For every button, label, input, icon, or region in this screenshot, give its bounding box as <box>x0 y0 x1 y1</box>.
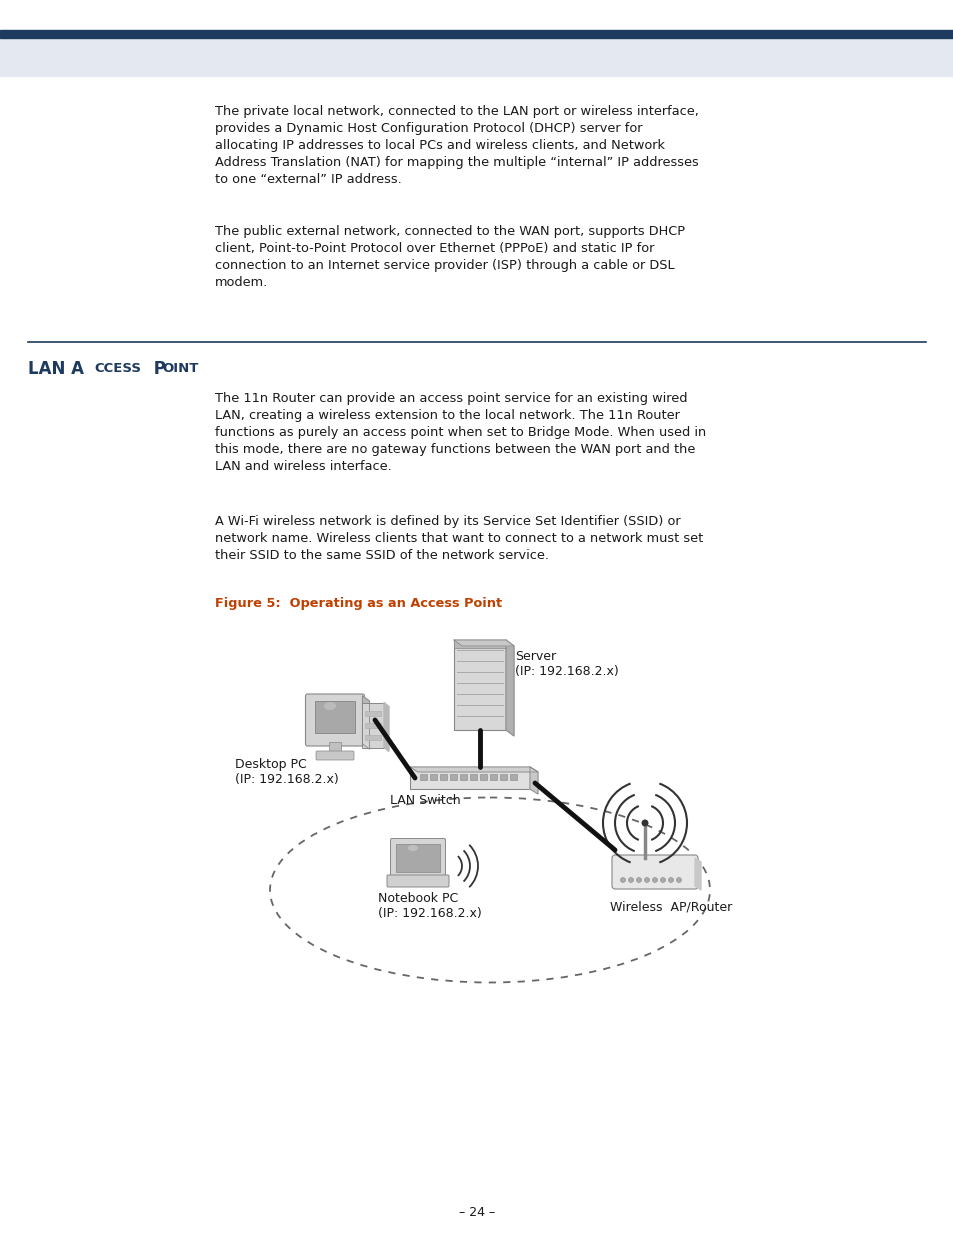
Bar <box>365 735 380 740</box>
Bar <box>450 774 456 781</box>
Bar <box>439 774 447 781</box>
Bar <box>329 742 340 752</box>
Bar <box>410 767 530 789</box>
Polygon shape <box>410 767 537 772</box>
Text: C: C <box>921 44 929 58</box>
Bar <box>430 774 436 781</box>
Bar <box>459 774 467 781</box>
Text: Desktop PC
(IP: 192.168.2.x): Desktop PC (IP: 192.168.2.x) <box>234 758 338 785</box>
Polygon shape <box>695 858 700 890</box>
Ellipse shape <box>408 845 417 851</box>
Text: The private local network, connected to the LAN port or wireless interface,
prov: The private local network, connected to … <box>214 105 699 186</box>
Text: The 11n Router can provide an access point service for an existing wired
LAN, cr: The 11n Router can provide an access poi… <box>214 391 705 473</box>
Polygon shape <box>384 703 389 752</box>
Polygon shape <box>454 640 514 646</box>
Bar <box>499 774 506 781</box>
Bar <box>479 774 486 781</box>
Circle shape <box>636 878 640 883</box>
Text: Notebook PC
(IP: 192.168.2.x): Notebook PC (IP: 192.168.2.x) <box>377 892 481 920</box>
Text: A Wi-Fi wireless network is defined by its Service Set Identifier (SSID) or
netw: A Wi-Fi wireless network is defined by i… <box>214 515 702 562</box>
Bar <box>0 38 953 77</box>
Polygon shape <box>362 697 369 748</box>
FancyBboxPatch shape <box>612 855 698 889</box>
Bar <box>395 844 439 872</box>
FancyBboxPatch shape <box>305 694 364 746</box>
Text: Figure 5:  Operating as an Access Point: Figure 5: Operating as an Access Point <box>214 597 501 610</box>
FancyBboxPatch shape <box>315 751 354 760</box>
Bar <box>490 774 497 781</box>
Bar <box>361 703 384 747</box>
Bar <box>454 640 505 648</box>
Text: – 24 –: – 24 – <box>458 1205 495 1219</box>
Polygon shape <box>530 767 537 794</box>
Ellipse shape <box>324 701 335 710</box>
Text: OINT: OINT <box>162 362 198 375</box>
Bar <box>419 774 427 781</box>
Text: LAN A: LAN A <box>28 359 84 378</box>
Text: CCESS: CCESS <box>94 362 141 375</box>
Circle shape <box>659 878 665 883</box>
Circle shape <box>619 878 625 883</box>
Bar <box>365 710 380 715</box>
Bar <box>0 30 953 38</box>
Text: LAN Access Point: LAN Access Point <box>835 58 935 70</box>
Circle shape <box>628 878 633 883</box>
Text: HAPTER 2  |  Network Planning: HAPTER 2 | Network Planning <box>755 44 935 58</box>
Bar <box>0 0 953 30</box>
Bar <box>314 701 355 734</box>
Circle shape <box>668 878 673 883</box>
Bar <box>510 774 517 781</box>
Bar <box>365 722 380 727</box>
FancyBboxPatch shape <box>454 640 505 730</box>
Text: P: P <box>148 359 166 378</box>
Polygon shape <box>505 640 514 736</box>
Bar <box>470 774 476 781</box>
Circle shape <box>640 820 648 826</box>
Text: Server
(IP: 192.168.2.x): Server (IP: 192.168.2.x) <box>515 650 618 678</box>
Circle shape <box>652 878 657 883</box>
FancyBboxPatch shape <box>390 839 445 878</box>
Circle shape <box>676 878 680 883</box>
FancyBboxPatch shape <box>387 876 449 887</box>
Circle shape <box>644 878 649 883</box>
Text: The public external network, connected to the WAN port, supports DHCP
client, Po: The public external network, connected t… <box>214 225 684 289</box>
Text: Wireless  AP/Router: Wireless AP/Router <box>609 900 732 913</box>
Text: LAN Switch: LAN Switch <box>390 794 460 806</box>
